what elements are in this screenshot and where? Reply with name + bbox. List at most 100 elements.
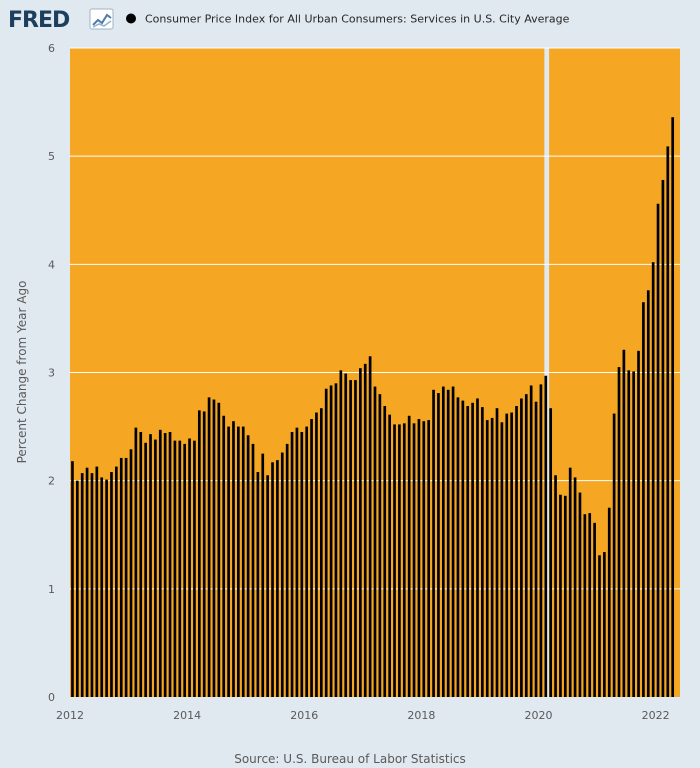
bar[interactable] <box>237 426 240 697</box>
bar[interactable] <box>593 522 596 697</box>
bar[interactable] <box>222 415 226 697</box>
bar[interactable] <box>388 414 391 697</box>
bar[interactable] <box>578 492 582 697</box>
bar[interactable] <box>251 443 255 697</box>
bar[interactable] <box>266 475 269 697</box>
bar[interactable] <box>300 431 304 697</box>
bar[interactable] <box>495 408 499 697</box>
bar[interactable] <box>563 495 567 697</box>
bar[interactable] <box>232 421 235 697</box>
bar[interactable] <box>261 453 265 698</box>
bar[interactable] <box>510 412 513 697</box>
bar[interactable] <box>666 146 670 697</box>
bar[interactable] <box>617 367 621 697</box>
bar[interactable] <box>158 429 162 697</box>
bar[interactable] <box>539 384 543 697</box>
bar[interactable] <box>285 443 289 697</box>
bar[interactable] <box>344 373 348 697</box>
bar[interactable] <box>476 398 479 697</box>
bar[interactable] <box>412 423 416 697</box>
bar[interactable] <box>227 426 230 697</box>
bar[interactable] <box>524 394 528 697</box>
bar[interactable] <box>427 420 431 697</box>
bar[interactable] <box>193 440 196 697</box>
bar[interactable] <box>607 507 611 697</box>
bar[interactable] <box>349 380 352 697</box>
bar[interactable] <box>456 397 460 697</box>
bar[interactable] <box>144 442 147 697</box>
bar[interactable] <box>368 356 372 697</box>
bar[interactable] <box>598 555 601 697</box>
bar[interactable] <box>139 431 143 697</box>
bar[interactable] <box>329 385 333 697</box>
bar[interactable] <box>651 262 655 697</box>
bar[interactable] <box>188 438 191 697</box>
bar[interactable] <box>197 410 201 697</box>
bar[interactable] <box>568 467 572 697</box>
bar[interactable] <box>515 406 518 697</box>
bar[interactable] <box>246 435 250 697</box>
bar[interactable] <box>212 399 216 697</box>
bar[interactable] <box>603 552 606 697</box>
bar[interactable] <box>422 421 426 697</box>
bar[interactable] <box>256 472 260 697</box>
bar[interactable] <box>334 383 338 697</box>
bar[interactable] <box>505 413 509 697</box>
bar[interactable] <box>85 467 89 697</box>
bar[interactable] <box>500 422 504 697</box>
bar[interactable] <box>549 408 553 697</box>
bar[interactable] <box>319 408 323 697</box>
bar[interactable] <box>339 370 343 697</box>
bar[interactable] <box>305 426 309 697</box>
bar[interactable] <box>129 449 133 697</box>
bar[interactable] <box>354 380 357 697</box>
bar[interactable] <box>520 398 523 697</box>
bar[interactable] <box>461 400 465 697</box>
bar[interactable] <box>90 473 94 697</box>
bar[interactable] <box>163 433 167 697</box>
bar[interactable] <box>637 350 640 697</box>
bar[interactable] <box>202 411 206 697</box>
bar[interactable] <box>310 419 313 697</box>
bar[interactable] <box>642 302 645 697</box>
bar[interactable] <box>280 452 284 697</box>
bar[interactable] <box>446 389 450 697</box>
bar[interactable] <box>612 413 616 697</box>
bar[interactable] <box>324 388 328 697</box>
bar[interactable] <box>671 117 675 698</box>
bar[interactable] <box>485 420 489 697</box>
bar[interactable] <box>534 401 538 697</box>
bar[interactable] <box>407 415 411 697</box>
bar[interactable] <box>583 514 587 697</box>
bar[interactable] <box>105 479 108 697</box>
bar[interactable] <box>466 406 470 697</box>
bar[interactable] <box>490 417 494 697</box>
bar[interactable] <box>398 424 401 697</box>
bar[interactable] <box>588 513 592 697</box>
bar[interactable] <box>373 386 377 697</box>
bar[interactable] <box>207 397 211 697</box>
bar[interactable] <box>95 466 99 697</box>
bar[interactable] <box>173 440 177 697</box>
bar[interactable] <box>622 349 626 697</box>
bar[interactable] <box>149 434 152 697</box>
bar[interactable] <box>402 423 406 697</box>
bar[interactable] <box>432 389 435 697</box>
bar[interactable] <box>417 419 421 697</box>
bar[interactable] <box>80 473 84 697</box>
bar[interactable] <box>646 290 650 697</box>
bar[interactable] <box>124 457 128 697</box>
bar[interactable] <box>632 371 635 697</box>
bar[interactable] <box>134 427 138 697</box>
bar[interactable] <box>437 393 440 697</box>
bar[interactable] <box>75 480 79 697</box>
fred-logo[interactable]: FRED <box>8 8 114 33</box>
bar[interactable] <box>378 394 382 697</box>
bar[interactable] <box>559 494 562 697</box>
bar[interactable] <box>115 466 118 697</box>
bar[interactable] <box>100 477 104 697</box>
bar[interactable] <box>276 460 279 697</box>
bar[interactable] <box>554 475 557 697</box>
bar[interactable] <box>363 363 367 697</box>
bar[interactable] <box>661 179 665 697</box>
